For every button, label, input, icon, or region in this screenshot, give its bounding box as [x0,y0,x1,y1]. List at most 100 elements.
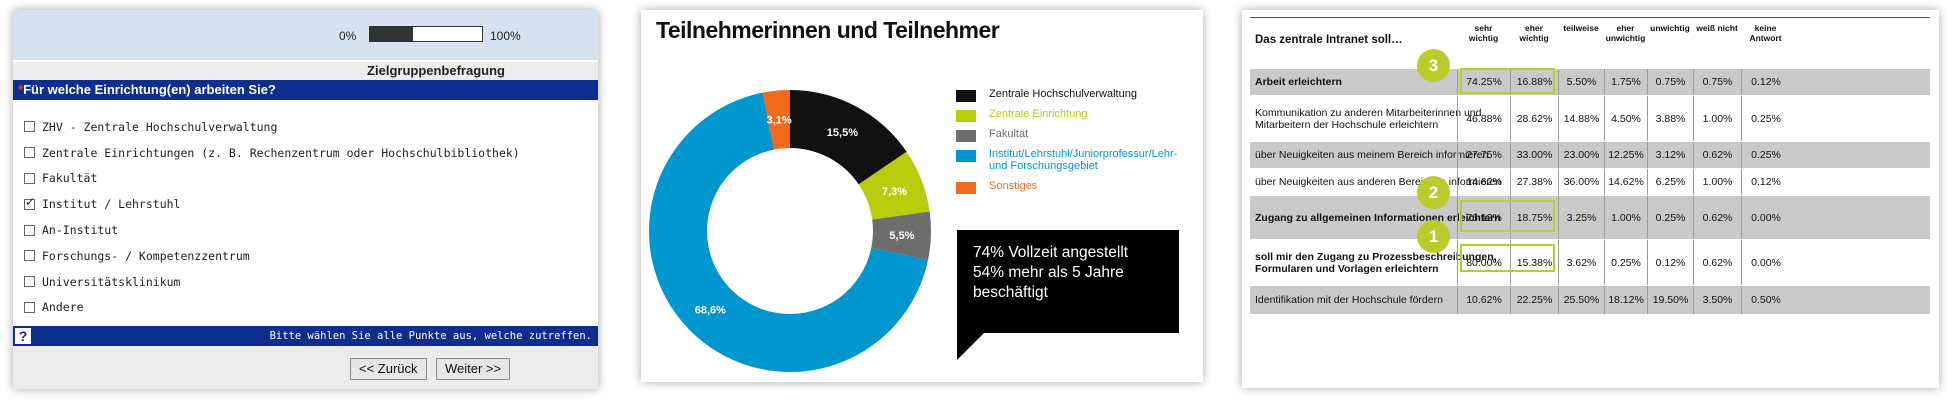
table-cell: 36.00% [1558,169,1604,195]
column-header: eher wichtig [1519,23,1549,43]
number-badge: 2 [1417,176,1450,209]
row-label: über Neuigkeiten aus meinem Bereich info… [1255,149,1489,161]
table-cell: 76.12% [1457,196,1510,239]
table-row: Zugang zu allgemeinen Informationen erle… [1250,195,1930,239]
column-header: sehr wichtig [1468,23,1499,43]
table-cell: 4.50% [1604,96,1647,141]
table-cell: 18.75% [1510,196,1558,239]
option-label: ZHV - Zentrale Hochschulverwaltung [42,119,278,134]
callout-line-2: 54% mehr als 5 Jahre [973,264,1124,281]
table-cell: 10.62% [1457,286,1510,314]
table-cell: 19.50% [1647,286,1693,314]
table-cell: 27.75% [1457,142,1510,168]
option-label: Fakultät [42,171,98,186]
slice-label: 5,5% [889,230,914,242]
table-title: Das zentrale Intranet soll… [1255,34,1403,46]
table-cell: 0.25% [1741,142,1790,168]
option-checkbox[interactable] [24,172,35,184]
callout-tail [957,332,985,360]
option-item[interactable]: Institut / Lehrstuhl [24,191,520,217]
highlight-box [1460,244,1555,272]
donut-slice [858,151,930,220]
table-header: Das zentrale Intranet soll… sehr wichtig… [1250,18,1930,68]
option-label: An-Institut [42,223,119,238]
column-header: eher unwichtig [1605,23,1646,43]
donut-slice [762,90,790,150]
donut-slice [790,90,907,185]
table-row: über Neuigkeiten aus meinem Bereich info… [1250,141,1930,168]
legend-item: Zentrale Einrichtung [956,108,1179,122]
table-cell: 18.12% [1604,286,1647,314]
option-checkbox[interactable] [24,147,35,159]
table-cell: 3.12% [1647,142,1693,168]
option-item[interactable]: Forschungs- / Kompetenzzentrum [24,243,520,269]
table-cell: 15.38% [1510,240,1558,285]
table-row: soll mir den Zugang zu Prozessbeschreibu… [1250,239,1930,285]
next-button[interactable]: Weiter >> [436,358,511,380]
back-button[interactable]: << Zurück [350,358,427,380]
table-cell: 1.00% [1604,196,1647,239]
row-label: Identifikation mit der Hochschule förder… [1255,294,1443,306]
table-cell: 33.00% [1510,142,1558,168]
progress-start-label: 0% [339,29,357,43]
survey-panel: 0% 100% Zielgruppenbefragung *Für welche… [13,10,598,389]
option-item[interactable]: An-Institut [24,217,520,243]
table-cell: 25.50% [1558,286,1604,314]
donut-slice [871,211,931,261]
option-label: Zentrale Einrichtungen (z. B. Rechenzent… [42,145,520,160]
table-cell: 0.62% [1693,142,1741,168]
option-checkbox[interactable] [24,301,35,313]
donut-chart: 15,5% 7,3% 5,5% 68,6% 3,1% [649,90,931,372]
table-cell: 14.62% [1604,169,1647,195]
question-bar: *Für welche Einrichtung(en) arbeiten Sie… [13,80,598,100]
option-label: Institut / Lehrstuhl [42,197,181,212]
legend-swatch [956,130,976,142]
legend-item: Institut/Lehrstuhl/Juniorprofessur/Lehr-… [956,148,1179,172]
slice-label: 7,3% [882,186,907,198]
option-item[interactable]: Andere [24,295,520,321]
required-star: * [18,82,24,97]
donut-slice [649,92,928,372]
table-cell: 74.25% [1457,69,1510,95]
column-header: weiß nicht [1696,23,1738,33]
table-cell: 14.62% [1457,169,1510,195]
table-panel: Das zentrale Intranet soll… sehr wichtig… [1242,10,1939,388]
chart-legend: Zentrale Hochschulverwaltung Zentrale Ein… [956,88,1179,200]
option-item[interactable]: Zentrale Einrichtungen (z. B. Rechenzent… [24,140,520,166]
option-checkbox[interactable] [24,276,35,288]
option-item[interactable]: ZHV - Zentrale Hochschulverwaltung [24,114,520,140]
table-cell: 3.50% [1693,286,1741,314]
table-cell: 46.88% [1457,96,1510,141]
table-cell: 0.25% [1741,96,1790,141]
number-badge: 3 [1417,49,1450,82]
table-cell: 3.88% [1647,96,1693,141]
table-cell: 0.62% [1693,240,1741,285]
legend-item: Zentrale Hochschulverwaltung [956,88,1179,102]
table-cell: 1.00% [1693,169,1741,195]
help-bar: ? Bitte wählen Sie alle Punkte aus, welc… [13,326,598,346]
option-checkbox[interactable] [24,121,35,133]
table-cell: 12.25% [1604,142,1647,168]
table-cell: 0.25% [1604,240,1647,285]
table-cell: 0.75% [1647,69,1693,95]
table-cell: 0.00% [1741,196,1790,239]
option-item[interactable]: Fakultät [24,166,520,192]
option-item[interactable]: Universitätsklinikum [24,269,520,295]
slice-label: 3,1% [767,115,792,127]
legend-label: Zentrale Hochschulverwaltung [989,88,1137,100]
table-cell: 0.50% [1741,286,1790,314]
help-icon[interactable]: ? [15,328,31,344]
option-checkbox[interactable] [24,250,35,262]
table-row: Kommunikation zu anderen Mitarbeiterinne… [1250,95,1930,141]
option-checkbox[interactable] [24,224,35,236]
callout-box: 74% Vollzeit angestellt 54% mehr als 5 J… [957,230,1179,333]
table-cell: 3.62% [1558,240,1604,285]
option-label: Forschungs- / Kompetenzzentrum [42,248,250,263]
slice-label: 15,5% [827,127,858,139]
option-label: Andere [42,300,84,315]
option-checkbox[interactable] [24,195,35,210]
table-row: Identifikation mit der Hochschule förder… [1250,285,1930,314]
table-row: über Neuigkeiten aus anderen Bereichen i… [1250,168,1930,195]
progress-fill [370,27,413,41]
table-cell: 1.00% [1693,96,1741,141]
